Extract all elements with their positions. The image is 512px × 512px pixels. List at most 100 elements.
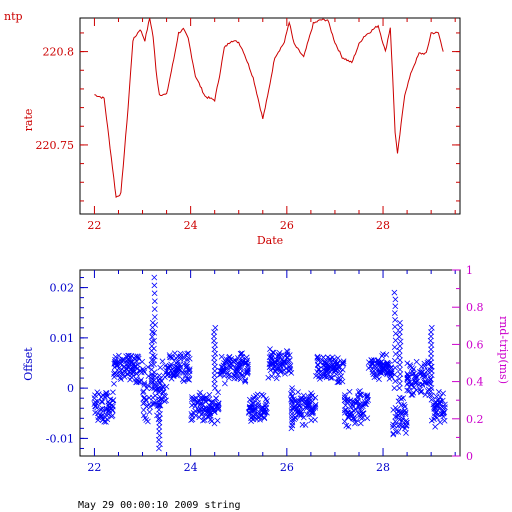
offset-point [286,364,293,370]
offset-point [156,415,163,422]
offset-point [117,374,124,381]
offset-point [362,401,369,407]
offset-point [380,363,386,370]
offset-point [242,359,249,365]
rate-y-tick-label: 220.8 [43,46,75,59]
offset-point [223,366,230,373]
offset-point [156,419,163,426]
offset-point [177,353,184,360]
offset-point [334,379,341,386]
offset-point [151,306,158,312]
offset-point [184,375,191,382]
offset-point [268,361,275,368]
offset-point [148,357,155,363]
offset-point [111,380,117,387]
offset-point [422,379,429,386]
offset-point [432,405,439,411]
offset-point [140,366,146,372]
offset-point [337,369,344,376]
offset-point [145,382,151,389]
offset-point [428,333,434,340]
offset-point [265,374,272,381]
offset-point [339,366,346,373]
offset-point [141,412,147,419]
offset-point [98,394,105,401]
offset-point [401,403,408,410]
offset-point [141,399,148,406]
footer-timestamp: May 29 00:00:10 2009 string [78,500,241,511]
offset-x-tick-label: 28 [376,461,390,474]
offset-point [92,399,99,405]
offset-point [184,356,191,363]
rtt-y-tick-label: 0.4 [466,376,484,389]
offset-point [242,378,249,385]
offset-point [149,371,155,377]
offset-point [242,377,248,384]
offset-point [223,356,229,362]
offset-point [397,380,403,387]
offset-point [341,397,348,404]
offset-point [428,368,435,374]
offset-point [432,410,438,417]
offset-point [162,393,169,400]
offset-point [216,371,223,378]
offset-point [328,375,334,381]
offset-point [288,425,295,432]
offset-point [226,371,233,378]
offset-point [391,289,398,296]
offset-point [268,354,275,361]
offset-point [392,323,398,330]
offset-point [246,396,253,403]
offset-point [186,368,193,374]
offset-point [397,324,404,331]
rtt-y-tick-label: 0.8 [466,301,484,314]
offset-point [255,411,262,417]
offset-point [108,413,115,420]
offset-point [226,354,232,361]
offset-point [264,398,270,404]
offset-point [284,354,291,360]
offset-point [396,385,403,391]
offset-point [168,375,175,382]
offset-point [166,352,173,358]
offset-point [212,324,219,331]
offset-point [211,355,217,361]
offset-point [400,409,406,415]
offset-point [123,357,130,364]
offset-point [306,398,313,405]
offset-point [317,369,324,375]
offset-point [113,362,119,369]
offset-point [404,375,411,382]
offset-point [149,333,156,340]
offset-point [221,360,227,366]
rate-y-axis-label: rate [22,109,35,132]
offset-point [403,430,409,436]
offset-point [396,347,403,354]
offset-point [326,363,333,370]
offset-point [403,419,410,426]
offset-point [207,410,214,417]
offset-point [274,353,281,360]
offset-point [289,414,295,420]
offset-point [148,375,155,382]
offset-point [304,401,311,408]
offset-point [391,371,398,378]
offset-point [189,396,195,403]
offset-point [197,389,203,396]
offset-point [357,406,363,413]
offset-point [324,368,331,375]
offset-point [157,441,163,448]
offset-point [278,360,284,367]
offset-point [246,405,253,412]
offset-point [315,366,322,373]
offset-point [343,407,349,413]
offset-point [156,406,162,413]
offset-point [370,360,377,367]
offset-point [140,388,147,395]
offset-point [350,407,357,414]
offset-x-tick-label: 24 [184,461,198,474]
offset-point [418,389,424,396]
offset-point [268,355,275,362]
offset-point [388,370,395,377]
offset-point [199,395,206,402]
